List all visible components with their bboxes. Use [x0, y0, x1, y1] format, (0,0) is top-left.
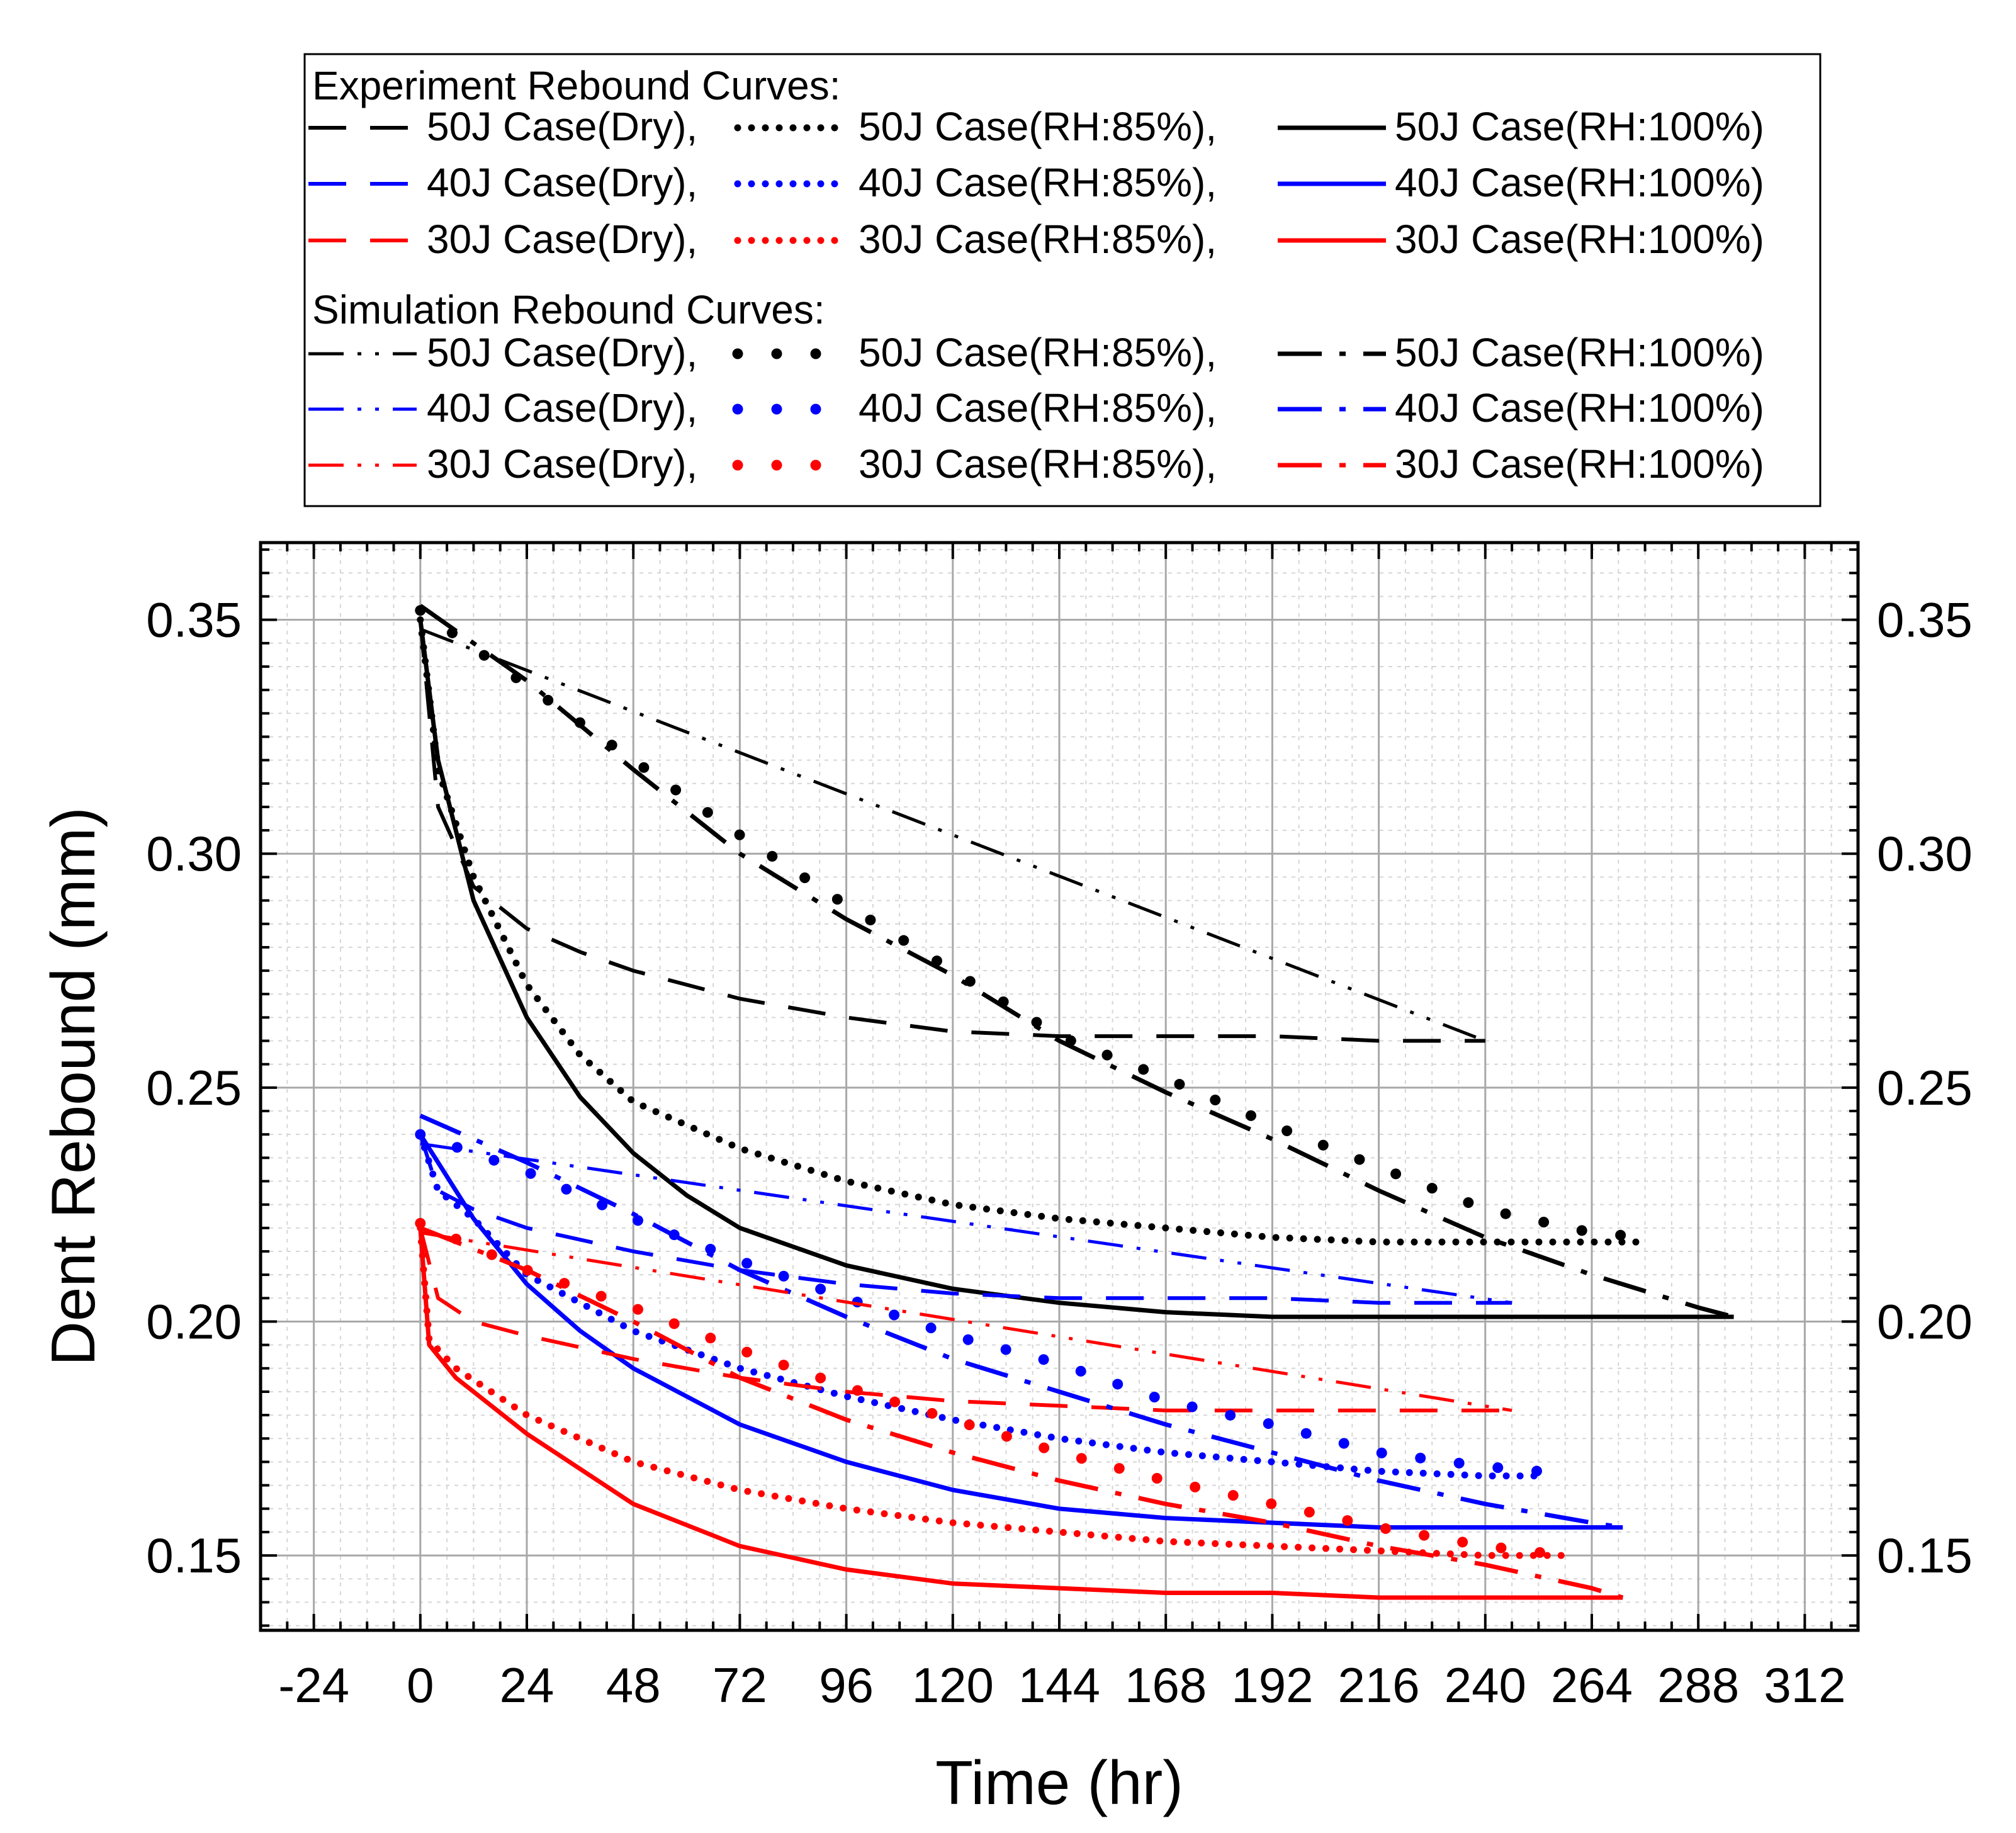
- series-experiment-2: [418, 619, 1734, 1319]
- legend-label-experiment: 30J Case(RH:100%): [1395, 217, 1764, 262]
- y-tick-label-right: 0.30: [1877, 826, 1973, 881]
- legend-label-simulation: 50J Case(RH:85%),: [859, 330, 1217, 375]
- y-tick-label-left: 0.20: [146, 1294, 242, 1349]
- legend-label-experiment: 30J Case(RH:85%),: [859, 217, 1217, 262]
- y-tick-label-right: 0.25: [1877, 1060, 1973, 1115]
- x-tick-label: 144: [1018, 1657, 1100, 1713]
- y-tick-label-left: 0.25: [146, 1060, 242, 1115]
- major-grid: [261, 543, 1858, 1630]
- x-tick-label: 240: [1444, 1657, 1526, 1713]
- x-tick-label: 0: [407, 1657, 434, 1713]
- series-experiment-0: [418, 619, 1485, 1043]
- legend-simulation-header: Simulation Rebound Curves:: [312, 287, 825, 332]
- x-tick-label: -24: [278, 1657, 349, 1713]
- y-tick-label-left: 0.35: [146, 592, 242, 648]
- legend-label-simulation: 50J Case(Dry),: [427, 330, 697, 375]
- x-tick-label: 312: [1764, 1657, 1845, 1713]
- tick-labels: -24 0 24 48 72 96 120 144 168 192 216 240 264 288 312 0…: [146, 592, 1973, 1713]
- legend-frame: [303, 53, 1822, 507]
- series-experiment-8: [418, 1227, 1623, 1600]
- legend-label-experiment: 40J Case(RH:100%): [1395, 160, 1764, 205]
- series-simulation-14: [419, 1114, 1623, 1530]
- legend-label-simulation: 30J Case(Dry),: [427, 441, 697, 487]
- series-simulation-9: [419, 628, 1486, 1042]
- legend: Experiment Rebound Curves: Simulation Re…: [303, 53, 1822, 507]
- series-experiment-3: [418, 1134, 1512, 1305]
- x-tick-label: 288: [1657, 1657, 1739, 1713]
- legend-label-simulation: 50J Case(RH:100%): [1395, 330, 1764, 375]
- legend-label-simulation: 40J Case(Dry),: [427, 385, 697, 431]
- tick-marks: [259, 543, 1859, 1630]
- legend-label-experiment: 30J Case(Dry),: [427, 217, 697, 262]
- y-tick-label-left: 0.15: [146, 1528, 242, 1583]
- series-simulation-13: [415, 1129, 1544, 1477]
- series-simulation-16: [415, 1217, 1571, 1561]
- x-tick-label: 24: [500, 1657, 555, 1713]
- legend-label-experiment: 50J Case(RH:100%): [1395, 104, 1764, 149]
- x-tick-label: 216: [1338, 1657, 1420, 1713]
- series-simulation-17: [419, 1226, 1624, 1600]
- legend-label-simulation: 40J Case(RH:85%),: [859, 385, 1217, 431]
- series-experiment-5: [418, 1133, 1623, 1530]
- legend-label-simulation: 30J Case(RH:100%): [1395, 441, 1764, 487]
- legend-label-experiment: 50J Case(Dry),: [427, 104, 697, 149]
- x-tick-label: 120: [912, 1657, 994, 1713]
- legend-label-experiment: 40J Case(RH:85%),: [859, 160, 1217, 205]
- series-simulation-15: [420, 1231, 1512, 1413]
- legend-label-simulation: 40J Case(RH:100%): [1395, 385, 1764, 431]
- legend-entries: 50J Case(Dry), 50J Case(RH:85%), 50J Case(…: [308, 104, 1764, 487]
- legend-label-experiment: 50J Case(RH:85%),: [859, 104, 1217, 149]
- series-simulation-11: [419, 604, 1735, 1319]
- x-axis-title: Time (hr): [935, 1748, 1183, 1817]
- x-tick-label: 168: [1125, 1657, 1207, 1713]
- x-tick-label: 48: [606, 1657, 661, 1713]
- x-tick-label: 72: [712, 1657, 767, 1713]
- x-tick-label: 96: [819, 1657, 874, 1713]
- x-tick-label: 192: [1231, 1657, 1313, 1713]
- legend-experiment-header: Experiment Rebound Curves:: [312, 63, 841, 108]
- series-layer: [415, 604, 1735, 1600]
- y-axis-title: Dent Rebound (mm): [38, 807, 108, 1366]
- series-experiment-4: [417, 1131, 1542, 1480]
- legend-label-simulation: 30J Case(RH:85%),: [859, 441, 1217, 487]
- y-tick-label-right: 0.15: [1877, 1528, 1973, 1583]
- y-tick-label-right: 0.35: [1877, 592, 1973, 648]
- x-tick-label: 264: [1551, 1657, 1633, 1713]
- series-simulation-12: [420, 1142, 1512, 1305]
- legend-label-experiment: 40J Case(Dry),: [427, 160, 697, 205]
- series-experiment-7: [417, 1224, 1569, 1559]
- y-tick-label-right: 0.20: [1877, 1294, 1973, 1349]
- y-tick-label-left: 0.30: [146, 826, 242, 881]
- series-experiment-6: [418, 1227, 1512, 1413]
